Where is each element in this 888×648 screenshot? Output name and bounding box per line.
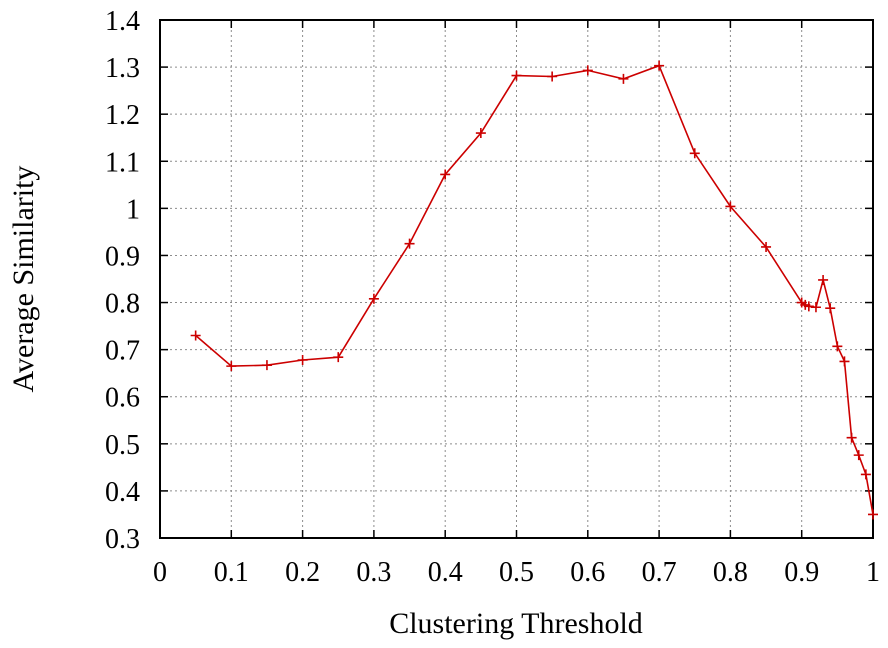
grid — [160, 20, 873, 538]
x-tick-label: 0.6 — [570, 557, 605, 588]
data-point — [868, 509, 878, 520]
y-tick-label: 1 — [126, 194, 140, 225]
data-point — [860, 469, 871, 480]
y-tick-label: 0.8 — [105, 289, 140, 320]
series-group — [190, 60, 878, 520]
data-point — [853, 450, 864, 461]
data-point — [803, 301, 814, 312]
y-tick-label: 1.3 — [105, 53, 140, 84]
y-tick-label: 0.7 — [105, 336, 140, 367]
data-point — [618, 73, 629, 84]
series-line — [195, 64, 874, 515]
data-point — [761, 241, 772, 252]
y-tick-label: 0.4 — [105, 477, 140, 508]
x-tick-label: 0.8 — [713, 557, 748, 588]
x-tick-label: 0.9 — [784, 557, 819, 588]
data-point — [440, 169, 451, 180]
y-tick-labels: 0.3 0.4 0.5 0.6 0.7 0.8 0.9 1 1.1 1.2 1.3 1.4 — [105, 6, 140, 555]
y-tick-label: 0.9 — [105, 241, 140, 272]
data-point — [839, 356, 850, 367]
data-point — [297, 354, 308, 365]
data-point — [825, 303, 836, 314]
y-axis-title: Average Similarity — [7, 166, 40, 393]
data-point — [547, 71, 558, 82]
x-axis-title: Clustering Threshold — [389, 607, 643, 640]
y-tick-label: 1.4 — [105, 6, 140, 37]
data-point — [725, 201, 736, 212]
y-tick-label: 1.1 — [105, 147, 140, 178]
data-point — [818, 274, 829, 285]
y-tick-label: 0.6 — [105, 383, 140, 414]
x-tick-label: 1 — [866, 557, 880, 588]
data-point — [654, 60, 665, 71]
x-tick-label: 0.7 — [642, 557, 677, 588]
x-tick-labels: 0 0.1 0.2 0.3 0.4 0.5 0.6 0.7 0.8 0.9 1 — [153, 557, 880, 588]
data-point — [404, 238, 415, 249]
plot-frame — [159, 19, 874, 539]
x-tick-label: 0.3 — [356, 557, 391, 588]
y-tick-label: 0.3 — [105, 524, 140, 555]
data-point — [511, 70, 522, 81]
data-point — [475, 128, 486, 139]
y-tick-label: 0.5 — [105, 430, 140, 461]
data-point — [368, 293, 379, 304]
data-point — [226, 361, 237, 372]
data-point — [190, 330, 201, 341]
x-tick-label: 0.5 — [499, 557, 534, 588]
x-tick-label: 0 — [153, 557, 167, 588]
data-point — [582, 65, 593, 76]
x-tick-label: 0.2 — [285, 557, 320, 588]
y-tick-label: 1.2 — [105, 100, 140, 131]
x-tick-label: 0.4 — [428, 557, 463, 588]
data-point — [261, 360, 272, 371]
data-point — [333, 352, 344, 363]
x-tick-label: 0.1 — [214, 557, 249, 588]
data-point — [846, 432, 857, 443]
data-point — [810, 302, 821, 313]
data-point — [689, 148, 700, 159]
data-point — [832, 341, 843, 352]
